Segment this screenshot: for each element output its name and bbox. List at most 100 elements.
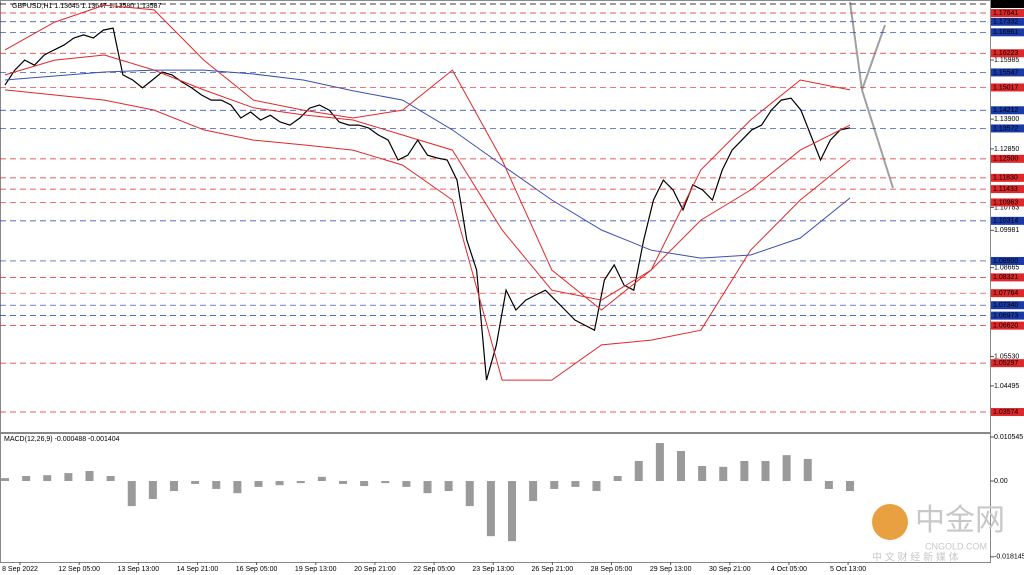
level-label: 1.11830 <box>993 175 1018 182</box>
macd-bar <box>550 481 559 489</box>
macd-bar <box>444 481 453 492</box>
level-label: 1.15547 <box>993 69 1018 76</box>
level-label: 1.17959 <box>993 1 1018 8</box>
y-tick-label: 1.10783 <box>994 204 1019 211</box>
level-box <box>991 185 1024 194</box>
level-box <box>991 124 1024 133</box>
macd-panel <box>0 433 991 563</box>
macd-bar <box>465 481 474 507</box>
level-label: 1.06620 <box>993 322 1018 329</box>
level-label: 1.13572 <box>993 125 1018 132</box>
level-box <box>991 359 1024 368</box>
macd-bar <box>677 450 685 482</box>
macd-bar <box>423 481 432 494</box>
macd-tick-label: 0.00 <box>994 478 1008 485</box>
macd-bar <box>782 455 791 482</box>
macd-bar <box>402 481 411 487</box>
level-label: 1.11433 <box>993 186 1018 193</box>
indicator-line <box>4 89 851 381</box>
level-box <box>991 321 1024 330</box>
x-tick-label: 5 Oct 13:00 <box>830 566 866 573</box>
macd-tick-label: 0.010545 <box>994 434 1023 441</box>
macd-bar <box>803 458 812 482</box>
x-tick-label: 30 Sep 21:00 <box>709 566 751 573</box>
macd-bar <box>106 476 115 482</box>
macd-bar <box>254 481 263 487</box>
level-box <box>991 106 1024 115</box>
level-label: 1.07764 <box>993 290 1018 297</box>
level-box <box>991 28 1024 37</box>
level-box <box>991 256 1024 265</box>
macd-bar <box>1 478 9 482</box>
y-tick-label: 1.04495 <box>994 383 1019 390</box>
x-tick-label: 8 Sep 2022 <box>2 566 38 573</box>
level-box <box>991 68 1024 77</box>
level-label: 1.08321 <box>993 274 1018 281</box>
macd-bar <box>634 460 643 482</box>
level-label: 1.05297 <box>993 360 1018 367</box>
macd-bar <box>824 481 833 489</box>
logo <box>872 504 908 540</box>
y-tick-label: 1.15985 <box>994 57 1019 64</box>
level-label: 1.16223 <box>993 50 1018 57</box>
x-tick-label: 23 Sep 13:00 <box>472 566 514 573</box>
macd-bar <box>846 481 854 492</box>
level-box <box>991 0 1024 8</box>
macd-bar <box>508 481 516 542</box>
macd-bar <box>85 471 94 482</box>
level-box <box>991 408 1024 417</box>
level-label: 1.15017 <box>993 84 1018 91</box>
x-tick-label: 12 Sep 05:00 <box>58 566 100 573</box>
watermark: 中金网 CNGOLD.COM 中 文 财 经 新 媒 体 <box>872 504 1005 564</box>
macd-bar <box>698 465 707 482</box>
x-tick-label: 16 Sep 05:00 <box>236 566 278 573</box>
level-label: 1.17641 <box>993 10 1018 17</box>
x-tick-label: 22 Sep 05:00 <box>413 566 455 573</box>
macd-bar <box>127 481 136 507</box>
level-label: 1.10314 <box>993 218 1018 225</box>
watermark-slogan: 中 文 财 经 新 媒 体 <box>872 551 959 564</box>
level-box <box>991 17 1024 26</box>
y-tick-label: 1.12850 <box>994 146 1019 153</box>
watermark-brand: 中金网 <box>915 504 1005 537</box>
x-tick-label: 19 Sep 13:00 <box>295 566 337 573</box>
macd-tick-label: -0.018145 <box>994 554 1024 561</box>
level-box <box>991 216 1024 225</box>
level-label: 1.06973 <box>993 312 1018 319</box>
macd-bar <box>529 481 538 502</box>
macd-bar <box>761 460 770 482</box>
level-box <box>991 311 1024 320</box>
macd-bar <box>191 481 200 484</box>
macd-bar <box>233 481 242 494</box>
macd-bar <box>360 481 369 487</box>
macd-bar <box>655 443 664 482</box>
watermark-site: CNGOLD.COM <box>925 541 987 551</box>
macd-title: MACD(12,26,9) -0.000488 -0.001404 <box>4 436 120 443</box>
indicator-line <box>4 4 851 311</box>
macd-bar <box>170 481 178 492</box>
macd-bar <box>22 476 31 482</box>
level-label: 1.07340 <box>993 302 1018 309</box>
x-tick-label: 20 Sep 21:00 <box>354 566 396 573</box>
macd-bar <box>339 481 347 484</box>
level-box <box>991 198 1024 207</box>
y-tick-label: 1.09981 <box>994 227 1019 234</box>
level-label: 1.12500 <box>993 156 1018 163</box>
level-label: 1.16961 <box>993 29 1018 36</box>
x-tick-label: 28 Sep 05:00 <box>591 566 633 573</box>
macd-bar <box>592 481 601 492</box>
level-box <box>991 154 1024 163</box>
macd-bar <box>275 481 284 486</box>
level-box <box>991 49 1024 58</box>
indicator-line <box>4 69 851 259</box>
macd-bar <box>571 481 580 487</box>
macd-bar <box>296 481 305 484</box>
level-label: 1.10963 <box>993 199 1018 206</box>
x-tick-label: 26 Sep 21:00 <box>532 566 574 573</box>
y-tick-label: 1.08665 <box>994 264 1019 271</box>
macd-bar <box>740 460 749 482</box>
y-tick-label: 1.13900 <box>994 116 1019 123</box>
level-label: 1.03574 <box>993 409 1018 416</box>
